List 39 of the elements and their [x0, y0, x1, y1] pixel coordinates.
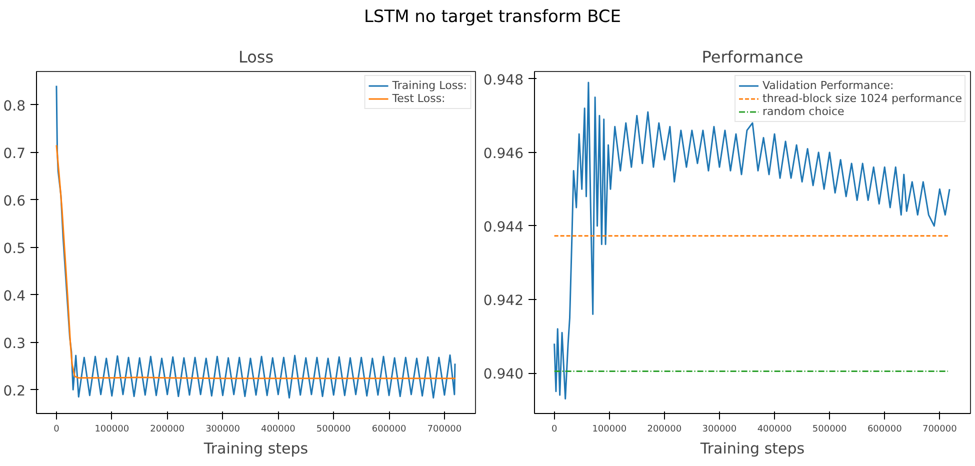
- x-tick-label: 400000: [757, 424, 792, 434]
- y-tick-label: 0.948: [483, 72, 524, 88]
- x-tick-label: 700000: [427, 424, 462, 434]
- x-tick-label: 600000: [867, 424, 902, 434]
- chart-title: Loss: [238, 48, 274, 66]
- x-tick-label: 0: [54, 424, 60, 434]
- x-axis-title: Training steps: [202, 440, 308, 458]
- y-tick-label: 0.940: [483, 366, 524, 383]
- y-tick-label: 0.4: [3, 288, 26, 304]
- legend-label: Test Loss:: [392, 92, 446, 105]
- y-tick-label: 0.3: [3, 336, 26, 352]
- x-tick-label: 700000: [922, 424, 958, 434]
- line-series: [56, 144, 456, 380]
- y-tick-label: 0.946: [483, 146, 524, 162]
- y-tick-label: 0.7: [3, 146, 26, 162]
- text: LSTM no target transform BCE: [364, 6, 622, 29]
- x-tick-label: 500000: [316, 424, 352, 434]
- x-tick-label: 200000: [647, 424, 682, 434]
- x-tick-label: 100000: [592, 424, 627, 434]
- x-tick-label: 200000: [150, 424, 185, 434]
- x-tick-label: 0: [551, 424, 558, 434]
- x-tick-label: 300000: [206, 424, 240, 434]
- legend-label: Training Loss:: [392, 79, 467, 92]
- y-tick-label: 0.944: [483, 219, 524, 236]
- x-tick-label: 300000: [702, 424, 737, 434]
- x-tick-label: 400000: [260, 424, 296, 434]
- legend-label: thread-block size 1024 performance: [762, 92, 962, 105]
- legend-label: random choice: [762, 105, 844, 118]
- chart-title: Performance: [702, 48, 804, 66]
- x-tick-label: 100000: [94, 424, 130, 434]
- y-tick-label: 0.8: [3, 98, 26, 114]
- x-axis-title: Training steps: [699, 440, 805, 458]
- x-tick-label: 500000: [812, 424, 848, 434]
- y-tick-label: 0.942: [483, 293, 524, 309]
- y-tick-label: 0.2: [3, 383, 26, 400]
- y-tick-label: 0.5: [3, 240, 26, 257]
- y-tick-label: 0.6: [3, 193, 26, 210]
- x-tick-label: 600000: [372, 424, 406, 434]
- legend-label: Validation Performance:: [762, 79, 894, 92]
